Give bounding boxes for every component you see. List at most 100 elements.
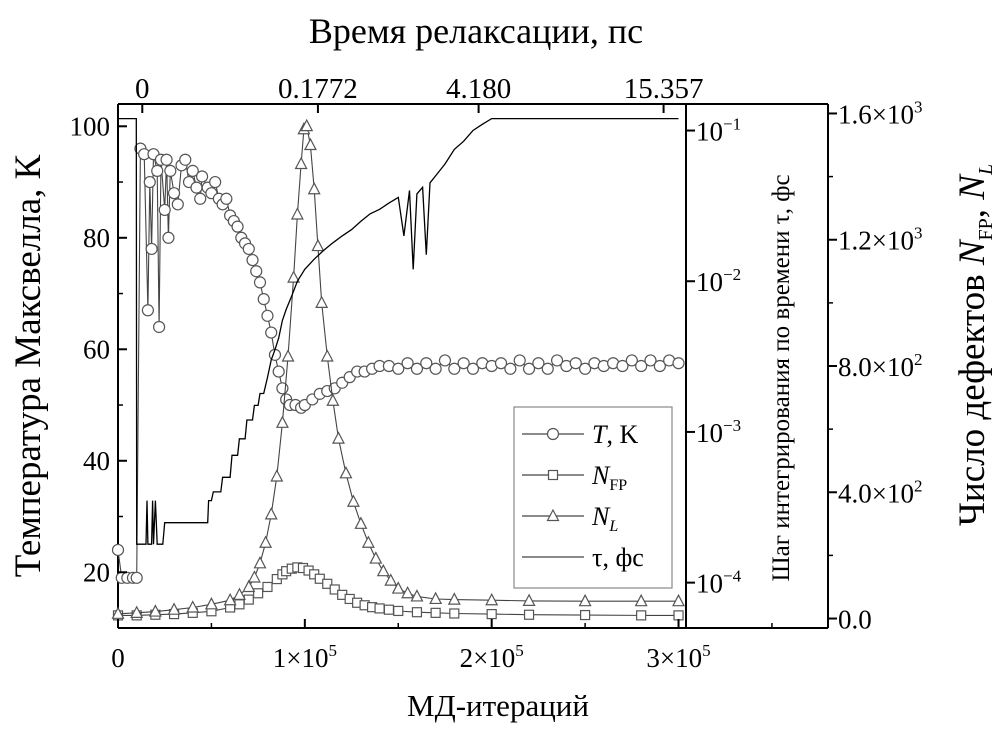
series-point [246, 253, 259, 267]
series-point [550, 354, 564, 367]
series-point [391, 581, 405, 594]
series-point [522, 362, 536, 375]
series-point [261, 309, 274, 322]
series-point [673, 610, 684, 621]
left-tick-label: 80 [83, 223, 110, 253]
series-point [315, 295, 329, 308]
series-point [300, 118, 314, 132]
series-point [346, 494, 360, 507]
series-point [532, 357, 545, 370]
series-4 [118, 117, 679, 545]
series-3 [111, 118, 686, 619]
right-axis-title: Число дефектов NFP, NL [952, 164, 997, 526]
series-point [145, 242, 158, 256]
series-point [546, 508, 560, 522]
series-point [644, 354, 657, 367]
legend-label-symbol: N [591, 461, 611, 490]
left-tick-label: 40 [83, 446, 110, 476]
series-point [429, 362, 442, 375]
middle-tick-exponent: −4 [723, 567, 742, 586]
right-axis-title-nl: N [952, 173, 993, 201]
series-point [580, 609, 591, 621]
middle-tick-exponent: −2 [723, 265, 741, 284]
series-point [111, 606, 125, 619]
series-point [311, 238, 325, 252]
series-point [339, 466, 353, 479]
legend-label-subscript: L [608, 518, 618, 535]
series-point [257, 293, 270, 306]
legend-label: T, K [592, 420, 638, 449]
right-tick-label: 0.0 [838, 605, 872, 635]
series-point [420, 357, 433, 370]
plot-frame [117, 103, 829, 629]
series-point [153, 320, 166, 334]
series-point [430, 607, 441, 618]
series-point [130, 571, 143, 584]
series-point [429, 591, 443, 605]
series-point [361, 535, 375, 548]
series-point [287, 270, 301, 283]
right-tick-label: 1.2×103 [838, 224, 922, 256]
series-point [272, 365, 285, 378]
series-point [522, 593, 536, 606]
series-point [369, 551, 383, 564]
series-point [569, 357, 582, 370]
middle-axis-title: Шаг интегрирования по времени τ, фс [768, 174, 795, 581]
middle-tick-label: 10−4 [696, 567, 742, 599]
series-point [392, 362, 405, 375]
series-point [635, 359, 648, 373]
series-point [275, 415, 289, 428]
legend-label: τ, фс [592, 543, 644, 572]
series-point [411, 607, 423, 618]
top-axis-title: Время релаксации, пс [309, 11, 643, 51]
series-point [625, 354, 638, 367]
series-point [376, 563, 390, 577]
right-tick-label-exponent: 3 [914, 97, 923, 116]
series-point [253, 588, 264, 599]
series-point [162, 231, 175, 244]
legend-label: NFP [591, 461, 627, 494]
series-point [541, 362, 554, 375]
series-point [111, 543, 125, 557]
series-point [457, 357, 470, 370]
series-point [204, 597, 218, 610]
series-point [523, 609, 535, 620]
series-point [653, 359, 666, 373]
series-point [167, 602, 181, 615]
series-point [579, 362, 592, 375]
legend-item: τ, фс [522, 543, 644, 572]
series-line [118, 117, 679, 545]
top-tick-label: 0.1772 [278, 73, 358, 105]
series-point [384, 573, 398, 586]
series-2 [112, 562, 684, 621]
middle-tick-label: 10−3 [696, 416, 741, 448]
left-axis-title: Температура Максвелла, К [8, 154, 49, 577]
x-tick-label: 2×105 [460, 641, 524, 673]
series-point [223, 592, 237, 606]
series-point [209, 175, 222, 189]
series-point [167, 187, 181, 200]
series-point [151, 164, 164, 177]
series-point [307, 181, 321, 195]
series-point [250, 265, 263, 278]
series-point [410, 589, 424, 602]
series-point [374, 603, 385, 614]
right-tick-label-text: 8.0×10 [838, 352, 914, 382]
series-point [290, 207, 304, 220]
x-tick-label: 0 [111, 643, 125, 673]
series-point [242, 242, 255, 256]
series-point [383, 604, 395, 615]
series-point [231, 220, 244, 233]
series-point [401, 585, 415, 599]
series-point [164, 164, 177, 177]
legend-label-text: , K [606, 420, 638, 449]
x-tick-label: 1×105 [273, 641, 337, 673]
series-point [220, 192, 233, 205]
series-point [616, 359, 629, 373]
middle-tick-label: 10−1 [696, 115, 741, 147]
right-tick-label: 4.0×102 [838, 476, 922, 508]
series-point [148, 604, 162, 617]
legend-item: NFP [522, 461, 627, 494]
